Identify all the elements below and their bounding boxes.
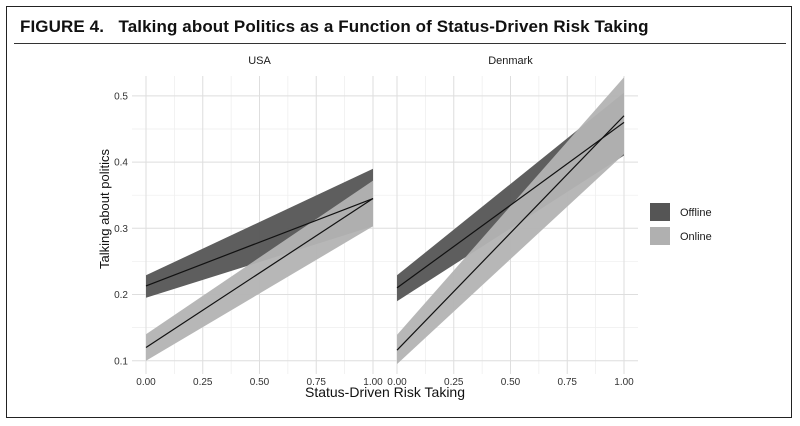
confidence-band-offline [146,168,373,298]
figure-title-text: Talking about Politics as a Function of … [118,17,649,36]
x-tick-label: 1.00 [614,377,634,388]
x-tick-label: 1.00 [363,377,383,388]
y-tick-label: 0.5 [114,91,128,102]
panel-label: Denmark [488,55,533,67]
legend-swatch-offline [650,203,670,221]
figure-label: FIGURE 4. [20,17,105,36]
series-line-offline [396,121,625,289]
y-tick-label: 0.2 [114,290,128,301]
y-tick-label: 0.4 [114,158,128,169]
x-tick-label: 0.25 [444,377,464,388]
x-tick-label: 0.50 [501,377,521,388]
legend-label-offline: Offline [680,207,712,219]
x-tick-label: 0.00 [136,377,156,388]
y-tick-label: 0.1 [114,356,128,367]
panel-strip [383,52,638,68]
series-line-online [145,198,374,349]
x-tick-label: 0.50 [250,377,270,388]
x-tick-label: 0.00 [387,377,407,388]
legend-label-online: Online [680,231,712,243]
panel-label: USA [248,55,271,67]
figure-title: FIGURE 4. Talking about Politics as a Fu… [20,17,649,37]
x-axis-title: Status-Driven Risk Taking [305,384,465,400]
y-tick-label: 0.3 [114,224,128,235]
x-tick-label: 0.25 [193,377,213,388]
series-line-offline [145,197,374,287]
y-axis-title: Talking about politics [97,149,112,269]
confidence-band-online [146,180,373,361]
series-line-online [396,115,625,351]
panel-strip [132,52,387,68]
x-tick-label: 0.75 [558,377,578,388]
x-tick-label: 0.75 [307,377,327,388]
legend-swatch-online [650,227,670,245]
title-divider [14,43,786,44]
